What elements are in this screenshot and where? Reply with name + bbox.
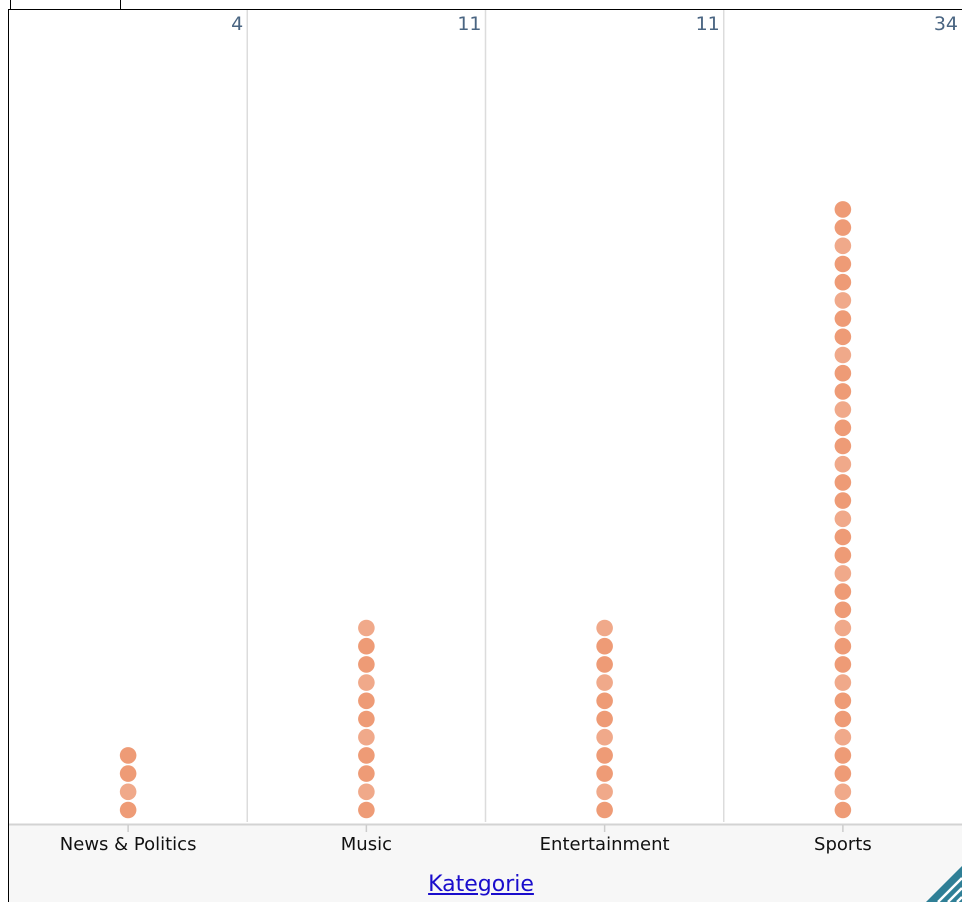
data-dot[interactable]	[596, 747, 613, 764]
data-dot[interactable]	[834, 310, 852, 327]
data-dot[interactable]	[358, 801, 375, 819]
plot-frame	[8, 9, 962, 902]
data-dot[interactable]	[834, 765, 852, 782]
data-dot[interactable]	[834, 492, 852, 509]
data-dot[interactable]	[834, 728, 852, 746]
data-dot[interactable]	[834, 237, 852, 255]
count-label: 4	[231, 13, 243, 35]
data-dot[interactable]	[834, 383, 852, 400]
data-dot[interactable]	[834, 601, 852, 619]
data-dot[interactable]	[834, 255, 852, 273]
data-dot[interactable]	[834, 528, 852, 546]
data-dot[interactable]	[834, 546, 852, 564]
data-dot[interactable]	[119, 747, 137, 764]
category-label: Music	[341, 834, 392, 855]
data-dot[interactable]	[834, 619, 852, 637]
data-dot[interactable]	[358, 674, 375, 691]
data-dot[interactable]	[358, 783, 375, 801]
data-dot[interactable]	[834, 747, 852, 764]
x-axis-title[interactable]: Kategorie	[428, 872, 534, 897]
data-dot[interactable]	[596, 692, 613, 710]
data-dot[interactable]	[834, 674, 852, 691]
data-dot[interactable]	[119, 783, 137, 801]
data-dot[interactable]	[834, 201, 852, 218]
data-dot[interactable]	[834, 364, 852, 382]
data-dot[interactable]	[834, 583, 852, 600]
data-dot[interactable]	[834, 401, 852, 418]
data-dot[interactable]	[834, 510, 852, 528]
data-dot[interactable]	[834, 565, 852, 582]
count-label: 11	[696, 13, 720, 35]
data-dot[interactable]	[834, 783, 852, 801]
data-dot[interactable]	[834, 474, 852, 491]
category-label: News & Politics	[60, 834, 197, 855]
data-dot[interactable]	[834, 419, 852, 437]
data-dot[interactable]	[834, 437, 852, 455]
data-dot[interactable]	[358, 765, 375, 782]
count-label: 11	[457, 13, 481, 35]
data-dot[interactable]	[596, 783, 613, 801]
data-dot[interactable]	[358, 637, 375, 655]
data-dot[interactable]	[596, 801, 613, 819]
data-dot[interactable]	[834, 346, 852, 364]
data-dot[interactable]	[596, 656, 613, 673]
axis-band	[9, 824, 962, 902]
data-dot[interactable]	[596, 765, 613, 782]
data-dot[interactable]	[834, 219, 852, 236]
data-dot[interactable]	[834, 273, 852, 291]
data-dot[interactable]	[834, 455, 852, 473]
data-dot[interactable]	[596, 637, 613, 655]
data-dot[interactable]	[358, 728, 375, 746]
data-dot[interactable]	[358, 692, 375, 710]
data-dot[interactable]	[596, 674, 613, 691]
data-dot[interactable]	[358, 619, 375, 637]
data-dot[interactable]	[358, 710, 375, 728]
data-dot[interactable]	[834, 292, 852, 309]
data-dot[interactable]	[358, 656, 375, 673]
resize-grip-icon[interactable]	[926, 866, 962, 902]
count-label: 34	[934, 13, 958, 35]
data-dot[interactable]	[596, 619, 613, 637]
data-dot[interactable]	[596, 728, 613, 746]
category-label: Entertainment	[540, 834, 670, 855]
data-dot[interactable]	[834, 692, 852, 710]
data-dot[interactable]	[119, 765, 137, 782]
data-dot[interactable]	[358, 747, 375, 764]
data-dot[interactable]	[596, 710, 613, 728]
data-dot[interactable]	[834, 637, 852, 655]
data-dot[interactable]	[834, 801, 852, 819]
data-dot[interactable]	[834, 656, 852, 673]
data-dot[interactable]	[834, 710, 852, 728]
category-label: Sports	[814, 834, 872, 855]
data-dot[interactable]	[834, 328, 852, 346]
data-dot[interactable]	[119, 801, 137, 819]
